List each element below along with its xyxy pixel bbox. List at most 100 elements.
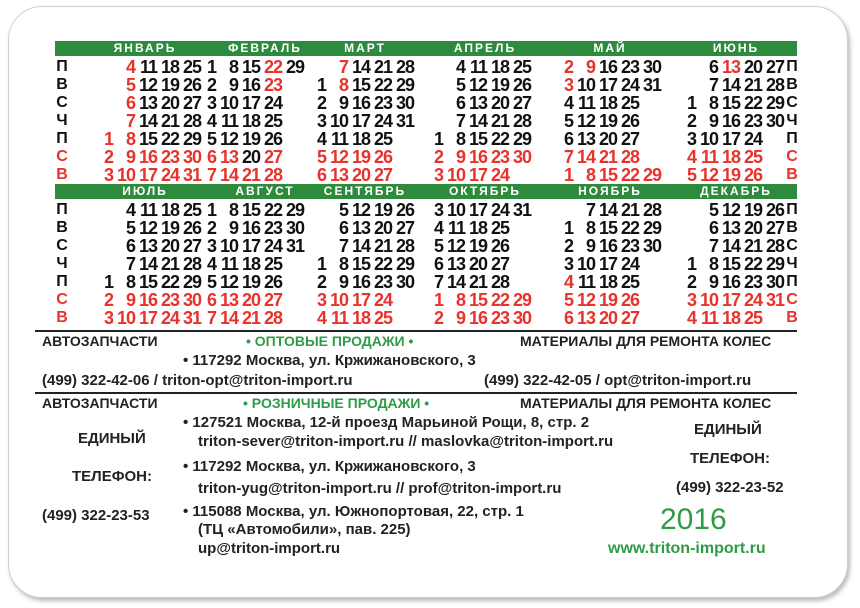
day-cell: 14 xyxy=(351,57,371,77)
day-cell: 3 xyxy=(686,290,697,310)
day-cell: 1 xyxy=(206,200,217,220)
day-cell: 4 xyxy=(686,147,697,167)
day-cell: 13 xyxy=(468,93,488,113)
day-cell: 25 xyxy=(743,147,763,167)
right-phone[interactable]: (499) 322-23-52 xyxy=(676,479,784,496)
weekday-label: С xyxy=(56,291,68,308)
day-cell: 28 xyxy=(263,165,283,185)
week-row: 5 12 19 26 xyxy=(92,219,202,237)
day-cell: 29 xyxy=(182,272,202,292)
day-cell: 21 xyxy=(598,147,618,167)
day-cell: 25 xyxy=(743,308,763,328)
day-cell: 23 xyxy=(490,147,510,167)
left-phone-label: ТЕЛЕФОН: xyxy=(72,468,152,485)
week-row: 1 8 15 22 29 xyxy=(552,166,662,184)
day-cell: 7 xyxy=(455,111,466,131)
week-row: 6 13 20 27 xyxy=(92,237,202,255)
wholesale-left-contact[interactable]: (499) 322-42-06 / triton-opt@triton-impo… xyxy=(42,372,353,389)
day-cell: 8 xyxy=(585,165,596,185)
day-cell: 5 xyxy=(433,236,444,256)
day-cell: 29 xyxy=(395,75,415,95)
day-cell: 6 xyxy=(206,290,217,310)
day-cell: 11 xyxy=(330,129,349,149)
retail-email-2[interactable]: triton-yug@triton-import.ru // prof@trit… xyxy=(198,480,562,497)
day-cell: 19 xyxy=(160,218,180,238)
weekday-label: П xyxy=(56,130,68,147)
day-cell: 11 xyxy=(447,218,466,238)
week-row: 6 13 20 27 xyxy=(552,309,662,327)
week-row: 2 9 16 23 30 xyxy=(675,112,785,130)
week-row: 4 11 18 25 xyxy=(92,201,202,219)
day-cell: 11 xyxy=(330,308,349,328)
day-cell: 24 xyxy=(263,236,283,256)
month-name: АПРЕЛЬ xyxy=(453,41,517,55)
week-row: 7 14 21 28 xyxy=(92,255,202,273)
week-row: 2 9 16 23 30 xyxy=(305,273,415,291)
day-cell: 29 xyxy=(765,93,785,113)
day-cell: 6 xyxy=(563,129,574,149)
day-cell: 15 xyxy=(598,165,618,185)
day-cell: 17 xyxy=(138,165,158,185)
day-cell: 31 xyxy=(182,165,202,185)
day-cell: 3 xyxy=(316,290,327,310)
day-cell: 30 xyxy=(642,236,662,256)
day-cell: 22 xyxy=(743,93,763,113)
week-row: 6 13 20 27 xyxy=(195,148,305,166)
retail-email-3[interactable]: up@triton-import.ru xyxy=(198,540,341,557)
week-row: 3 10 17 24 31 xyxy=(92,166,202,184)
day-cell: 17 xyxy=(241,93,261,113)
day-cell: 3 xyxy=(316,111,327,131)
day-cell: 23 xyxy=(373,93,393,113)
week-row: 7 14 21 28 xyxy=(422,273,532,291)
day-cell: 5 xyxy=(455,75,466,95)
weekday-label: П xyxy=(56,58,68,75)
wholesale-right-heading: МАТЕРИАЛЫ ДЛЯ РЕМОНТА КОЛЕС xyxy=(520,333,772,349)
day-cell xyxy=(675,201,697,219)
day-cell: 28 xyxy=(395,57,415,77)
retail-email-1[interactable]: triton-sever@triton-import.ru // maslovk… xyxy=(198,433,614,450)
week-row: 3 10 17 24 31 xyxy=(552,76,662,94)
wholesale-right-contact[interactable]: (499) 322-42-05 / opt@triton-import.ru xyxy=(484,372,752,389)
day-cell: 14 xyxy=(351,236,371,256)
day-cell: 21 xyxy=(241,165,261,185)
day-cell: 28 xyxy=(620,147,640,167)
day-cell: 4 xyxy=(433,218,444,238)
left-phone[interactable]: (499) 322-23-53 xyxy=(42,507,150,524)
week-row: 1 8 15 22 29 xyxy=(305,255,415,273)
week-row: 3 10 17 24 xyxy=(552,255,662,273)
week-row: 7 14 21 28 xyxy=(552,201,662,219)
day-cell: 29 xyxy=(182,129,202,149)
day-cell: 28 xyxy=(182,111,202,131)
day-cell: 4 xyxy=(563,272,574,292)
weekday-label: В xyxy=(56,219,68,236)
day-cell: 22 xyxy=(263,200,283,220)
day-cell: 7 xyxy=(708,236,719,256)
weekday-label: П xyxy=(786,58,798,75)
month-days: 6 13 20 27 7 14 21 28 1 8 15 22 29 2 9 16 23 30 3 10 17 24 4 11… xyxy=(675,58,785,184)
month-days: 4 11 18 25 5 12 19 26 6 13 20 27 7 14 21 28 1 8 15 22 29 2 9 16… xyxy=(92,201,202,327)
year: 2016 xyxy=(660,503,727,536)
week-row: 2 9 16 23 30 xyxy=(195,219,305,237)
day-cell: 22 xyxy=(263,57,283,77)
day-cell: 2 xyxy=(206,75,217,95)
day-cell: 20 xyxy=(241,147,261,167)
day-cell: 4 xyxy=(316,129,327,149)
day-cell: 12 xyxy=(576,111,596,131)
day-cell xyxy=(675,237,697,255)
day-cell: 8 xyxy=(585,218,596,238)
day-cell: 27 xyxy=(765,218,785,238)
day-cell: 2 xyxy=(563,236,574,256)
day-cell xyxy=(675,58,697,76)
week-row: 2 9 16 23 30 xyxy=(305,94,415,112)
day-cell: 22 xyxy=(373,254,393,274)
weekday-label: С xyxy=(786,291,798,308)
day-cell: 21 xyxy=(160,254,180,274)
day-cell: 10 xyxy=(446,165,466,185)
day-cell: 24 xyxy=(160,308,180,328)
month-days: 7 14 21 28 1 8 15 22 29 2 9 16 23 30 3 10 17 24 31 4 11 18 25 5… xyxy=(305,58,415,184)
day-cell: 8 xyxy=(338,75,349,95)
day-cell: 8 xyxy=(125,272,136,292)
week-row: 2 9 16 23 30 xyxy=(552,237,662,255)
day-cell xyxy=(422,76,444,94)
website[interactable]: www.triton-import.ru xyxy=(608,540,766,557)
